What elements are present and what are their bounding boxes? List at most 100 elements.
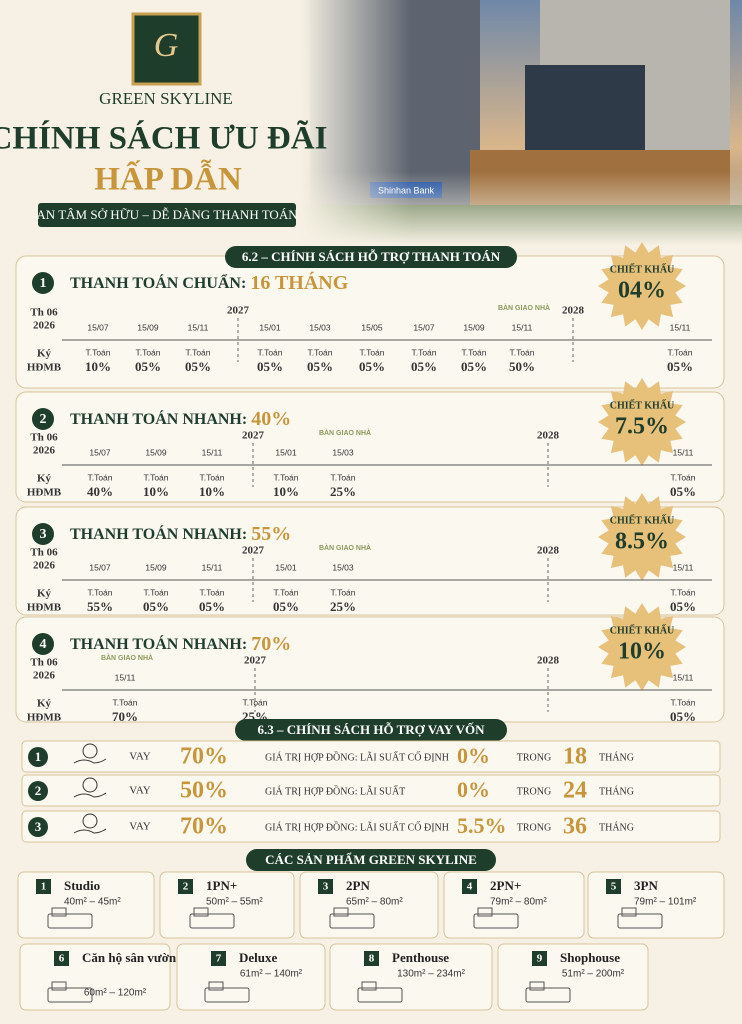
payment-label: T.Toán — [199, 587, 224, 597]
payment-label: T.Toán — [112, 697, 137, 707]
product-number-badge — [178, 879, 193, 894]
payment-percent: 25% — [330, 484, 356, 499]
product-name: 2PN — [346, 878, 370, 893]
payment-label: T.Toán — [143, 587, 168, 597]
section-pill — [246, 849, 496, 871]
plan-highlight: 70% — [251, 633, 291, 655]
plan-heading: THANH TOÁN NHANH: 40% — [70, 408, 291, 430]
brand: GREEN SKYLINE — [99, 89, 233, 108]
product-icon — [525, 987, 571, 1003]
plan-number: 2 — [40, 412, 47, 427]
discount-value: 7.5% — [615, 414, 669, 440]
product-icon — [47, 987, 93, 1003]
discount-value: 04% — [618, 278, 666, 304]
sign-line2: HĐMB — [27, 712, 62, 724]
payment-label: T.Toán — [242, 697, 267, 707]
loan-within: TRONG — [517, 752, 551, 763]
product-icon — [51, 907, 67, 917]
product-number: 3 — [323, 881, 329, 893]
plan-highlight: 16 THÁNG — [250, 271, 348, 294]
bank-sign: Shinhan Bank — [378, 185, 435, 195]
payment-percent: 10% — [85, 359, 111, 374]
payment-percent: 05% — [257, 359, 283, 374]
product-icon — [208, 981, 224, 991]
handover-label: BÀN GIAO NHÀ — [498, 303, 550, 312]
hero-photo — [300, 0, 742, 245]
hand-icon — [73, 792, 107, 798]
payment-date: 15/07 — [89, 447, 111, 457]
plan-highlight: 55% — [251, 523, 291, 545]
discount-label: CHIẾT KHẤU — [610, 623, 675, 636]
product-number: 2 — [183, 881, 189, 893]
product-area: 130m² – 234m² — [397, 969, 465, 980]
payment-label: T.Toán — [273, 587, 298, 597]
tagline-ribbon — [38, 203, 296, 227]
loan-rate: 0% — [457, 777, 490, 802]
section-pill — [235, 719, 507, 741]
start-month: Th 06 — [30, 657, 58, 669]
payment-date: 15/07 — [89, 562, 111, 572]
payment-date: 15/11 — [188, 322, 209, 332]
product-icon — [47, 913, 93, 929]
loan-description: GIÁ TRỊ HỢP ĐỒNG: LÃI SUẤT CỐ ĐỊNH — [265, 750, 449, 763]
loan-unit: THÁNG — [599, 785, 634, 797]
payment-date: 15/09 — [145, 447, 167, 457]
product-number-badge — [606, 879, 621, 894]
payment-date: 15/01 — [275, 447, 297, 457]
discount-label: CHIẾT KHẤU — [610, 398, 675, 411]
payment-percent: 55% — [87, 599, 113, 614]
product-area: 51m² – 200m² — [562, 969, 625, 980]
payment-percent: 70% — [112, 709, 138, 724]
product-area: 60m² – 120m² — [84, 988, 147, 999]
payment-date: 15/11 — [115, 672, 136, 682]
plan-name: THANH TOÁN CHUẨN: — [70, 273, 246, 292]
sign-line1: Ký — [37, 348, 52, 360]
product-icon — [204, 987, 250, 1003]
product-number-badge — [364, 951, 379, 966]
product-number-badge — [532, 951, 547, 966]
loan-label: VAY — [129, 751, 150, 763]
product-number: 6 — [59, 953, 65, 965]
start-year: 2026 — [33, 445, 56, 457]
payment-percent: 40% — [87, 484, 113, 499]
payment-percent: 25% — [330, 599, 356, 614]
payment-date: 15/11 — [673, 447, 694, 457]
payment-date: 15/11 — [673, 672, 694, 682]
start-month: Th 06 — [30, 547, 58, 559]
payment-date: 15/01 — [275, 562, 297, 572]
loan-number-badge — [28, 747, 48, 767]
payment-date: 15/11 — [202, 447, 223, 457]
loan-description: GIÁ TRỊ HỢP ĐỒNG: LÃI SUẤT CỐ ĐỊNH — [265, 820, 449, 833]
payment-date: 15/03 — [332, 562, 354, 572]
section-pill — [225, 246, 517, 268]
product-number: 4 — [467, 881, 473, 893]
coin-icon — [82, 813, 98, 829]
payment-label: T.Toán — [135, 347, 160, 357]
plan-name: THANH TOÁN NHANH: — [70, 524, 247, 543]
product-area: 50m² – 55m² — [206, 897, 263, 908]
payment-percent: 05% — [143, 599, 169, 614]
payment-date: 15/11 — [202, 562, 223, 572]
payment-label: T.Toán — [461, 347, 486, 357]
product-area: 65m² – 80m² — [346, 897, 403, 908]
plan-name: THANH TOÁN NHANH: — [70, 409, 247, 428]
start-year: 2026 — [33, 320, 56, 332]
product-card — [587, 871, 725, 939]
year-label: 2027 — [227, 305, 250, 317]
loan-number: 3 — [35, 819, 42, 834]
plan-number: 3 — [40, 527, 47, 542]
plan-card — [15, 506, 725, 616]
plan-heading: THANH TOÁN NHANH: 55% — [70, 523, 291, 545]
payment-date: 15/07 — [413, 322, 435, 332]
payment-date: 15/09 — [137, 322, 159, 332]
payment-date: 15/01 — [259, 322, 281, 332]
loan-percent: 70% — [180, 814, 228, 840]
payment-date: 15/11 — [670, 322, 691, 332]
payment-label: T.Toán — [670, 587, 695, 597]
payment-percent: 10% — [143, 484, 169, 499]
coin-icon — [82, 777, 98, 793]
product-number-badge — [462, 879, 477, 894]
payment-percent: 10% — [199, 484, 225, 499]
loan-within: TRONG — [517, 786, 551, 797]
